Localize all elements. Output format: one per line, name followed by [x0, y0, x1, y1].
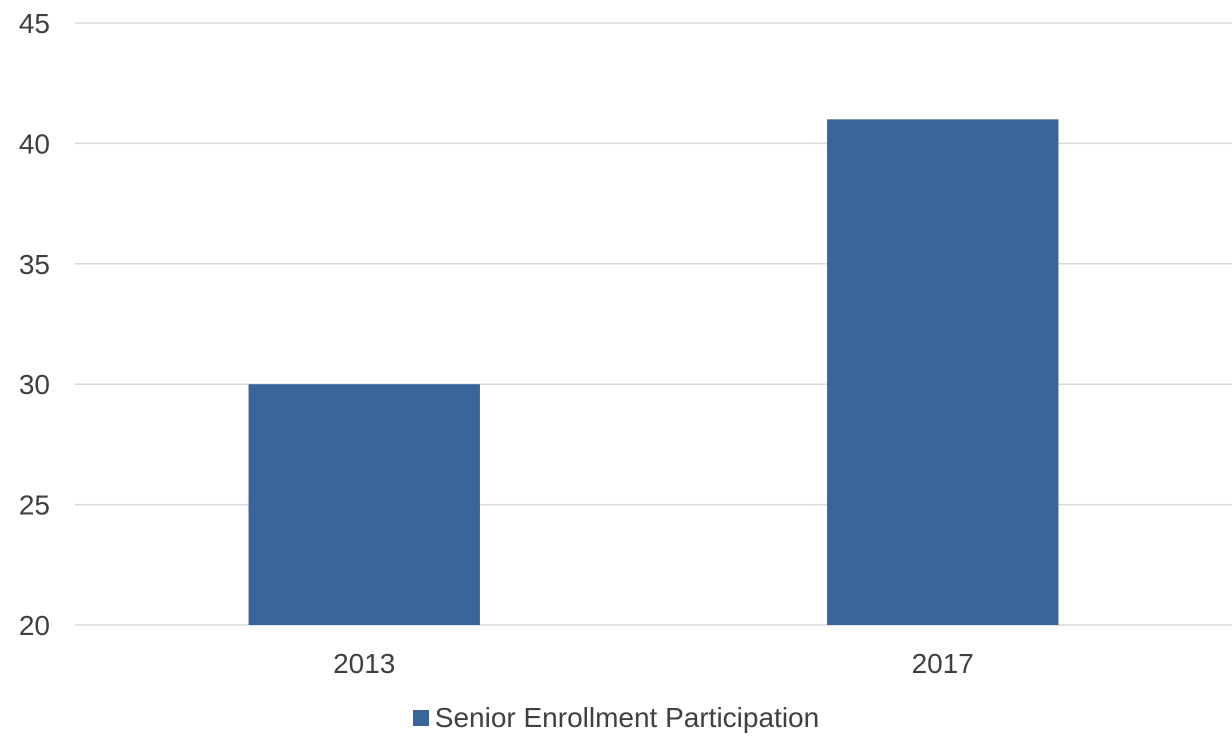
y-tick-label-30: 30 [19, 369, 50, 400]
y-axis-ticks: 20 25 30 35 40 45 [19, 8, 50, 641]
y-tick-label-45: 45 [19, 8, 50, 39]
bar-2013 [248, 384, 480, 625]
legend: Senior Enrollment Participation [0, 700, 1232, 736]
y-tick-label-25: 25 [19, 490, 50, 521]
bar-2017 [827, 119, 1059, 625]
x-axis-ticks: 2013 2017 [333, 648, 974, 679]
x-tick-label-2013: 2013 [333, 648, 395, 679]
y-tick-label-20: 20 [19, 610, 50, 641]
y-tick-label-35: 35 [19, 249, 50, 280]
legend-label: Senior Enrollment Participation [434, 702, 820, 733]
legend-swatch [412, 710, 429, 726]
y-tick-label-40: 40 [19, 128, 50, 159]
x-tick-label-2017: 2017 [912, 648, 974, 679]
bars [248, 119, 1059, 625]
